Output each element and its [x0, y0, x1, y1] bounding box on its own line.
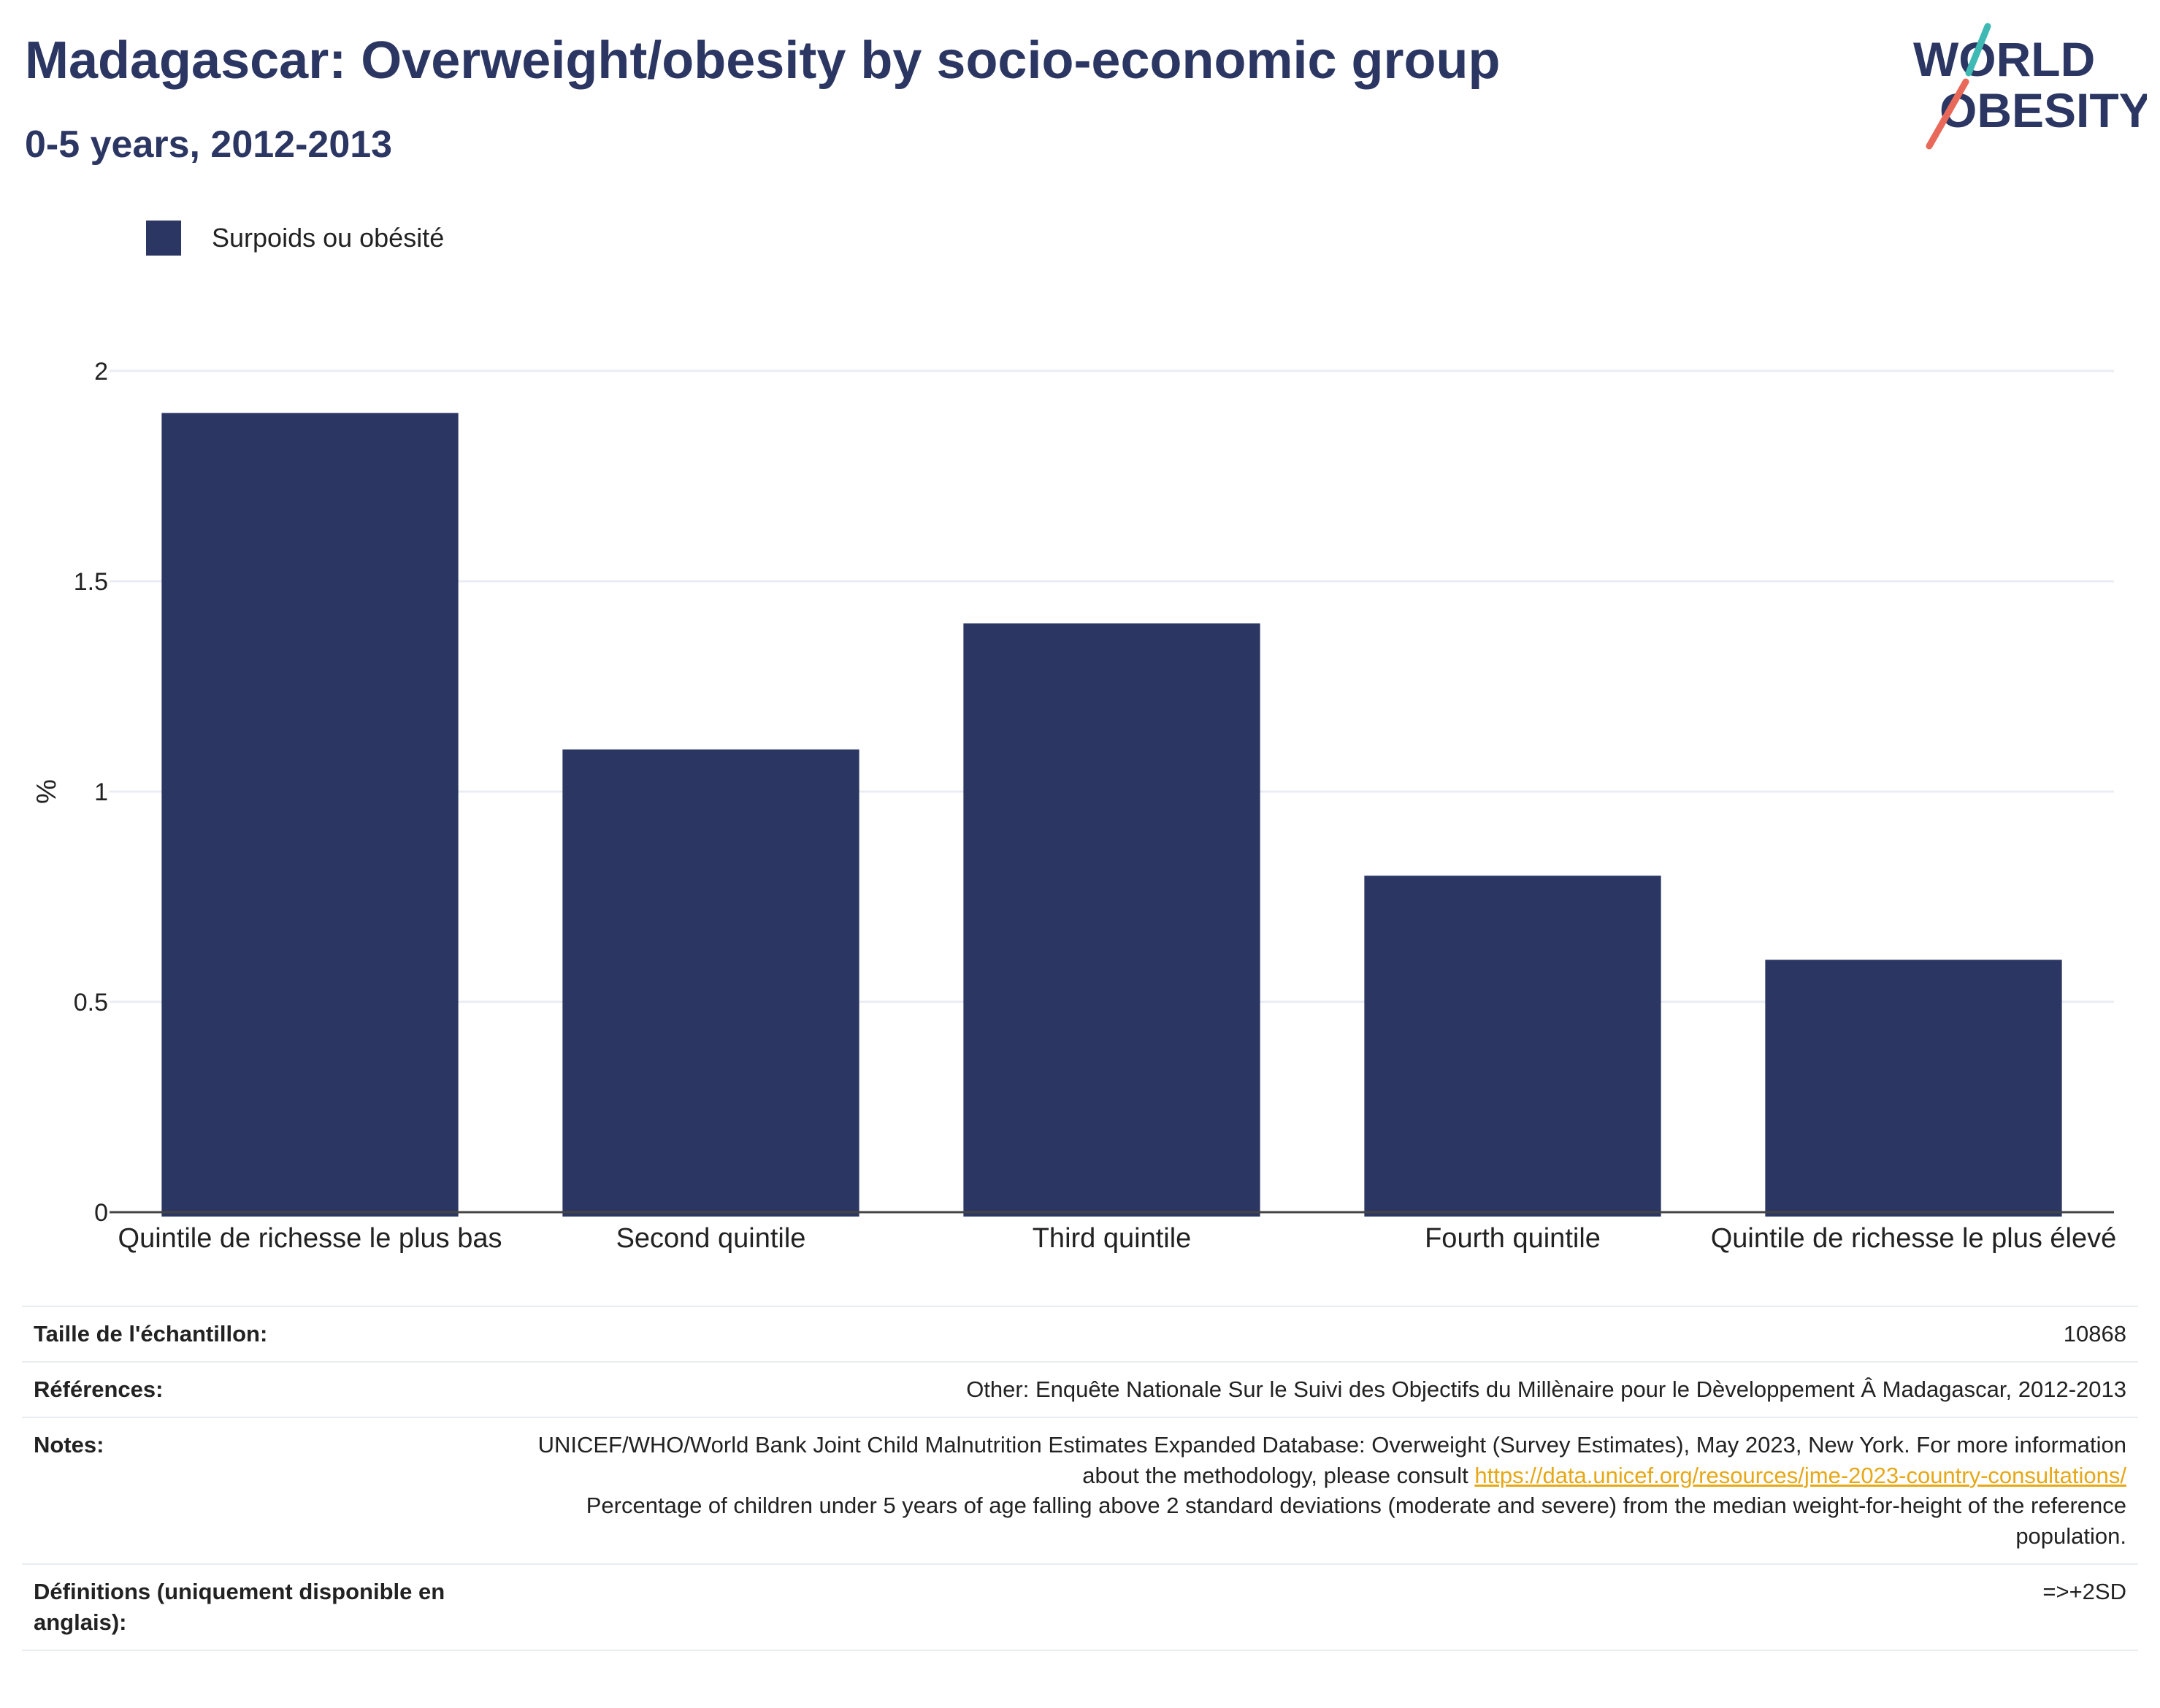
legend[interactable]: Surpoids ou obésité [146, 216, 444, 260]
bar [963, 623, 1260, 1217]
x-tick-label: Second quintile [616, 1223, 806, 1254]
legend-swatch [146, 221, 181, 256]
logo-slash-teal [1965, 23, 1991, 77]
bar [1765, 960, 2062, 1217]
bar-chart: 0 0.5 1 1.5 2% Quintile de richesse le plus b… [31, 358, 2117, 1254]
table-row: Taille de l'échantillon: 10868 [22, 1306, 2138, 1362]
metadata-table: Taille de l'échantillon: 10868 Référence… [22, 1306, 2138, 1651]
notes-value: UNICEF/WHO/World Bank Joint Child Malnut… [513, 1417, 2138, 1564]
x-tick-label: Quintile de richesse le plus bas [118, 1223, 502, 1254]
logo-text-obesity: OBESITY [1939, 83, 2147, 137]
table-row: Définitions (uniquement disponible en an… [22, 1564, 2138, 1650]
world-obesity-logo: WORLD OBESITY [1913, 23, 2147, 150]
x-tick-label: Third quintile [1033, 1223, 1192, 1254]
x-tick-label: Fourth quintile [1425, 1223, 1601, 1254]
notes-text: UNICEF/WHO/World Bank Joint Child Malnut… [537, 1431, 2126, 1488]
y-tick-label: 2 [94, 358, 108, 386]
y-tick-label: 1 [94, 778, 108, 806]
x-tick-label: Quintile de richesse le plus élevé [1711, 1223, 2117, 1254]
notes-label: Notes: [34, 1431, 104, 1458]
y-tick-label: 1.5 [74, 568, 108, 596]
sample-size-value: 10868 [2063, 1321, 2126, 1347]
legend-label: Surpoids ou obésité [212, 223, 445, 253]
table-row: Notes: UNICEF/WHO/World Bank Joint Child… [22, 1417, 2138, 1564]
logo-slash-coral [1926, 78, 1969, 150]
chart-subtitle: 0-5 years, 2012-2013 [25, 123, 393, 166]
references-value: Other: Enquête Nationale Sur le Suivi de… [966, 1376, 2126, 1402]
definitions-label: Définitions (uniquement disponible en an… [34, 1579, 445, 1635]
bar [161, 413, 459, 1217]
y-tick-label: 0 [94, 1199, 108, 1227]
chart-title: Madagascar: Overweight/obesity by socio-… [25, 31, 1501, 90]
bar [1364, 876, 1661, 1217]
table-row: Références: Other: Enquête Nationale Sur… [22, 1361, 2138, 1417]
notes-link[interactable]: https://data.unicef.org/resources/jme-20… [1474, 1462, 2126, 1488]
y-tick-label: 0.5 [74, 989, 108, 1016]
notes-definition-text: Percentage of children under 5 years of … [586, 1493, 2126, 1550]
logo-text-world: WORLD [1913, 32, 2095, 86]
y-axis-label: % [31, 779, 62, 804]
definitions-value: =>+2SD [2042, 1579, 2126, 1605]
bar [562, 749, 859, 1217]
sample-size-label: Taille de l'échantillon: [34, 1321, 268, 1347]
references-label: Références: [34, 1376, 164, 1402]
